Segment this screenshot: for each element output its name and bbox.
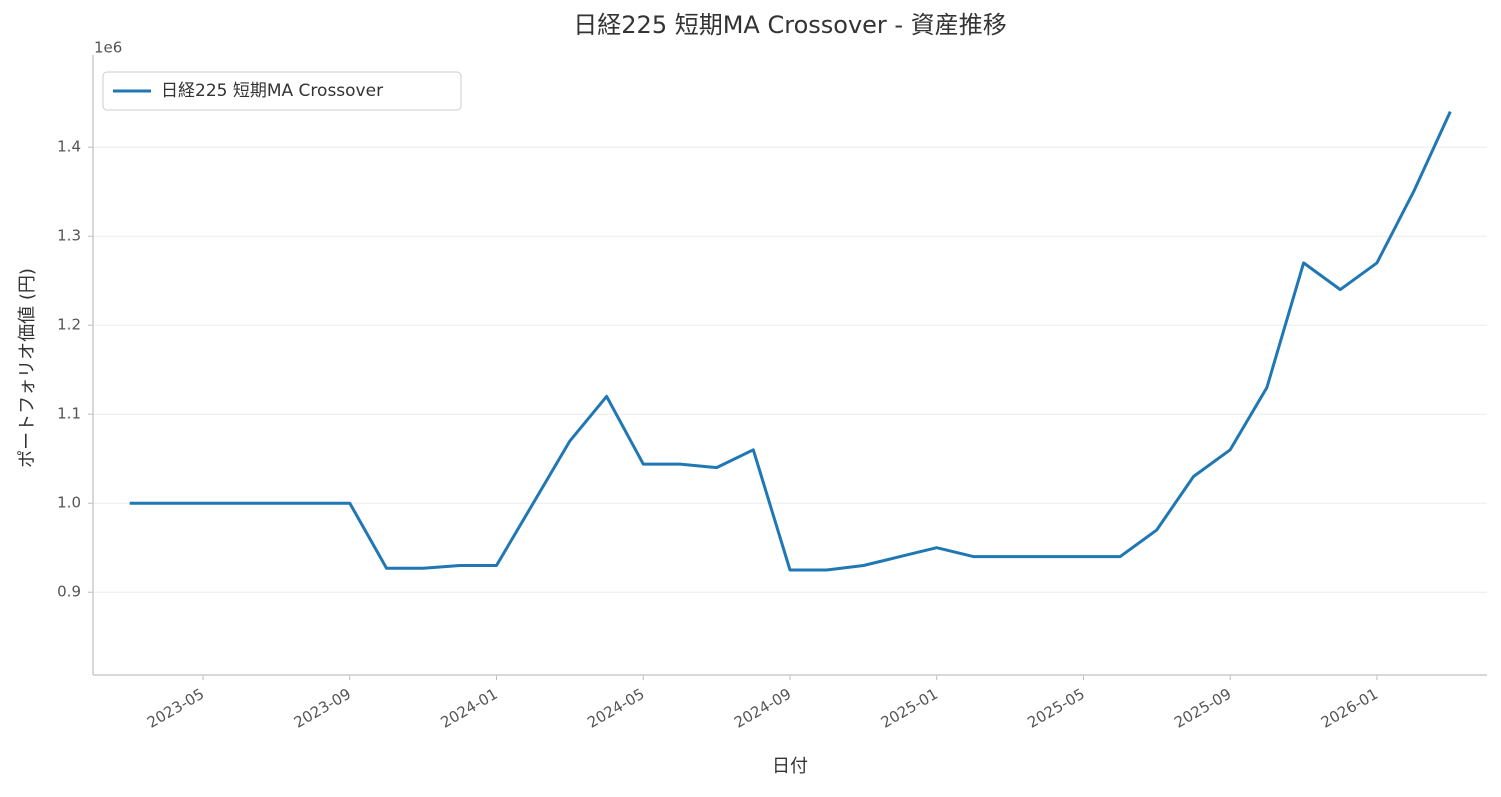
x-tick-label: 2024-05 [584, 685, 647, 732]
legend-label: 日経225 短期MA Crossover [161, 81, 383, 101]
y-tick-label: 1.4 [57, 138, 81, 156]
legend: 日経225 短期MA Crossover [102, 71, 462, 111]
x-tick-label: 2024-01 [437, 685, 500, 732]
y-offset-text: 1e6 [94, 39, 122, 57]
x-tick-label: 2024-09 [731, 685, 794, 732]
y-axis-label: ポートフォリオ価値 (円) [17, 268, 38, 468]
x-tick-label: 2025-01 [878, 685, 941, 732]
y-tick-label: 0.9 [57, 583, 81, 601]
x-tick-label: 2023-05 [144, 685, 207, 732]
y-tick-label: 1.1 [57, 405, 81, 423]
y-tick-label: 1.2 [57, 316, 81, 334]
line-series [129, 110, 1452, 572]
chart-title: 日経225 短期MA Crossover - 資産推移 [573, 11, 1006, 39]
legend-box [102, 71, 462, 111]
y-tick-label: 1.3 [57, 227, 81, 245]
x-tick-label: 2023-09 [291, 685, 354, 732]
x-tick-label: 2025-05 [1024, 685, 1087, 732]
x-tick-label: 2025-09 [1171, 685, 1234, 732]
x-tick-label: 2026-01 [1318, 685, 1381, 732]
y-tick-label: 1.0 [57, 494, 81, 512]
x-axis-label: 日付 [772, 756, 808, 777]
